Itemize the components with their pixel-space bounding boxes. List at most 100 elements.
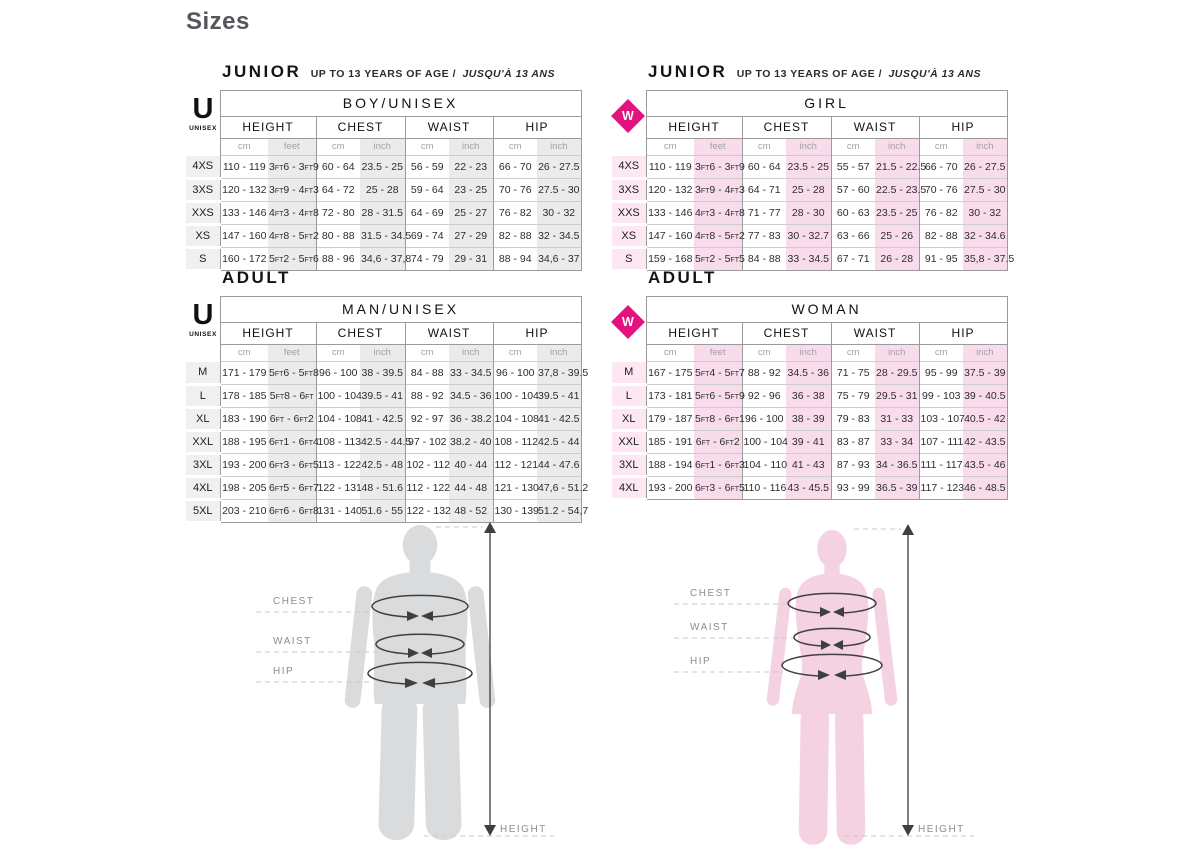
measurement-cell: 173 - 181 (645, 384, 694, 408)
measurement-cell: 131 - 140 (315, 499, 362, 523)
unit-label: inch (963, 344, 1008, 362)
measurement-cell: 133 - 146 (219, 201, 268, 225)
measurement-cell: 42.5 - 48 (360, 453, 405, 477)
size-label: 3XS (612, 178, 646, 203)
measurement-cell: 100 - 104 (741, 430, 788, 454)
unit-label: cm (315, 344, 360, 362)
measurement-cell: 103 - 107 (918, 407, 965, 431)
measurement-cell: 60 - 63 (830, 201, 875, 225)
measurement-cell: 193 - 200 (645, 476, 694, 500)
size-label: 4XL (612, 476, 646, 501)
measurement-cell: 30 - 32 (537, 201, 582, 225)
measurement-cell: 193 - 200 (219, 453, 268, 477)
measurement-cell: 60 - 64 (315, 155, 360, 179)
unit-label: inch (786, 344, 831, 362)
section-subtitle: UP TO 13 YEARS OF AGE / (736, 68, 883, 80)
measurement-cell: 36 - 38.2 (449, 407, 493, 431)
junior-heading-right: JUNIOR UP TO 13 YEARS OF AGE / JUSQU'À 1… (648, 62, 981, 82)
size-table: WOMAN HEIGHT CHEST WAIST HIP cm feet cm inch cm in… (612, 296, 1008, 501)
unit-label: feet (268, 344, 316, 362)
measurement-cell: 28 - 29.5 (875, 361, 919, 385)
size-label: 4XS (612, 155, 646, 180)
measurement-cell: 70 - 76 (918, 178, 963, 202)
measurement-cell: 25 - 26 (875, 224, 919, 248)
measurement-cell: 107 - 111 (918, 430, 963, 454)
measurement-cell: 88 - 92 (741, 361, 786, 385)
measurement-cell: 159 - 168 (645, 247, 694, 271)
measurement-cell: 120 - 132 (219, 178, 268, 202)
measurement-cell: 66 - 70 (918, 155, 963, 179)
measurement-cell: 97 - 102 (404, 430, 449, 454)
measurement-cell: 122 - 131 (315, 476, 362, 500)
column-group-header: CHEST (741, 116, 832, 139)
unit-label: inch (360, 138, 405, 156)
column-group-header: CHEST (741, 322, 832, 345)
measurement-cell: 46 - 48.5 (963, 476, 1008, 500)
measurement-cell: 130 - 139 (492, 499, 539, 523)
measurement-cell: 5FT8 - 6FT (268, 384, 316, 408)
size-label: L (186, 384, 220, 409)
size-label: 3XL (612, 453, 646, 478)
measurement-cell: 64 - 72 (315, 178, 360, 202)
section-title: ADULT (222, 268, 291, 287)
measurement-cell: 6FT5 - 6FT7 (268, 476, 319, 500)
measurement-cell: 41 - 43 (786, 453, 831, 477)
waist-label: WAIST (690, 622, 729, 633)
measurement-cell: 91 - 95 (918, 247, 963, 271)
measurement-cell: 84 - 88 (741, 247, 786, 271)
measurement-cell: 35,8 - 37.5 (963, 247, 1014, 271)
measurement-cell: 27.5 - 30 (963, 178, 1008, 202)
measurement-cell: 36.5 - 39 (875, 476, 919, 500)
measurement-cell: 96 - 100 (741, 407, 786, 431)
hip-label: HIP (690, 656, 712, 667)
measurement-cell: 108 - 113 (315, 430, 361, 454)
measurement-cell: 3FT9 - 4FT3 (694, 178, 745, 202)
measurement-cell: 38.2 - 40 (449, 430, 493, 454)
unit-label: feet (694, 344, 742, 362)
measurement-cell: 178 - 185 (219, 384, 268, 408)
measurement-cell: 71 - 77 (741, 201, 786, 225)
measurement-cell: 69 - 74 (404, 224, 449, 248)
measurement-cell: 75 - 79 (830, 384, 875, 408)
height-label: HEIGHT (500, 824, 547, 835)
measurement-cell: 96 - 100 (492, 361, 537, 385)
measurement-cell: 66 - 70 (492, 155, 537, 179)
male-silhouette-illustration (256, 522, 554, 841)
measurement-cell: 43.5 - 46 (963, 453, 1008, 477)
size-label: S (612, 247, 646, 272)
size-label: M (612, 361, 646, 386)
measurement-cell: 3FT9 - 4FT3 (268, 178, 319, 202)
unisex-logo: U UNISEX (188, 300, 218, 338)
measurement-cell: 23.5 - 25 (786, 155, 831, 179)
junior-girl-table-block: W GIRL HEIGHT CHEST WAIST HIP cm feet cm inch cm i… (611, 90, 1014, 272)
measurement-cell: 87 - 93 (830, 453, 875, 477)
measurement-cell: 42.5 - 44 (537, 430, 582, 454)
size-table: GIRL HEIGHT CHEST WAIST HIP cm feet cm inch cm inc… (612, 90, 1014, 272)
size-label: M (186, 361, 220, 386)
chest-label: CHEST (690, 588, 732, 599)
table-corner (186, 139, 220, 156)
section-title: JUNIOR (222, 62, 302, 81)
size-label: 5XL (186, 499, 220, 524)
measurement-cell: 64 - 69 (404, 201, 449, 225)
unit-label: cm (492, 138, 537, 156)
measurement-cell: 95 - 99 (918, 361, 963, 385)
measurement-cell: 42 - 43.5 (963, 430, 1008, 454)
table-corner (612, 345, 646, 362)
measurement-cell: 64 - 71 (741, 178, 786, 202)
measurement-cell: 71 - 75 (830, 361, 875, 385)
measurement-cell: 38 - 39 (786, 407, 831, 431)
column-group-header: HIP (918, 322, 1008, 345)
unit-label: cm (404, 138, 449, 156)
measurement-cell: 147 - 160 (645, 224, 694, 248)
measurement-cell: 104 - 110 (741, 453, 787, 477)
measurement-cell: 33 - 34.5 (786, 247, 831, 271)
measurement-cell: 51.6 - 55 (360, 499, 405, 523)
measurement-cell: 171 - 179 (219, 361, 268, 385)
column-group-header: CHEST (315, 116, 406, 139)
unit-label: cm (219, 344, 268, 362)
chest-label: CHEST (273, 596, 315, 607)
table-title: WOMAN (645, 296, 1008, 323)
size-label: XL (186, 407, 220, 432)
measurement-cell: 92 - 96 (741, 384, 786, 408)
